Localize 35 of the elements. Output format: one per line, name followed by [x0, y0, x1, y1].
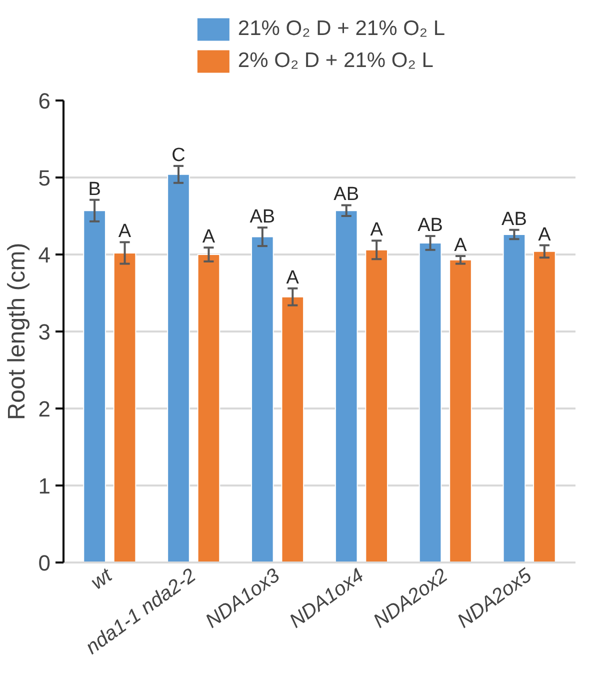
y-tick-label: 1: [38, 474, 51, 498]
bar: [334, 210, 358, 562]
annotation: A: [202, 226, 216, 248]
y-tick-label: 2: [38, 396, 51, 422]
annotation: A: [538, 224, 552, 246]
annotation: C: [172, 144, 186, 166]
y-axis-title: Root length (cm): [3, 242, 30, 420]
bar: [365, 249, 388, 562]
legend-label: 2% O₂ D + 21% O₂ L: [238, 49, 434, 73]
y-tick-label: 5: [38, 166, 51, 190]
bar: [418, 242, 442, 562]
bar: [281, 296, 304, 562]
bar: [83, 210, 106, 562]
annotation: AB: [418, 215, 443, 236]
x-tick-label: wt: [87, 564, 118, 594]
annotation: A: [370, 220, 384, 241]
bar: [197, 254, 220, 562]
annotation: A: [286, 267, 300, 288]
bar: [113, 252, 136, 562]
y-tick-label: 0: [38, 550, 51, 576]
y-tick-label: 3: [38, 320, 51, 344]
legend-label: 21% O₂ D + 21% O₂ L: [238, 17, 446, 41]
bar: [533, 250, 556, 562]
annotation: AB: [502, 208, 527, 230]
annotation: A: [454, 235, 468, 256]
bar: [251, 236, 274, 562]
y-tick-label: 4: [38, 242, 51, 268]
annotation: AB: [334, 184, 360, 206]
bar: [502, 234, 526, 562]
annotation: AB: [250, 206, 276, 228]
annotation: A: [118, 221, 132, 242]
annotation: B: [88, 178, 101, 200]
bar: [167, 174, 190, 562]
bar: [449, 259, 472, 562]
y-tick-label: 6: [38, 88, 51, 114]
